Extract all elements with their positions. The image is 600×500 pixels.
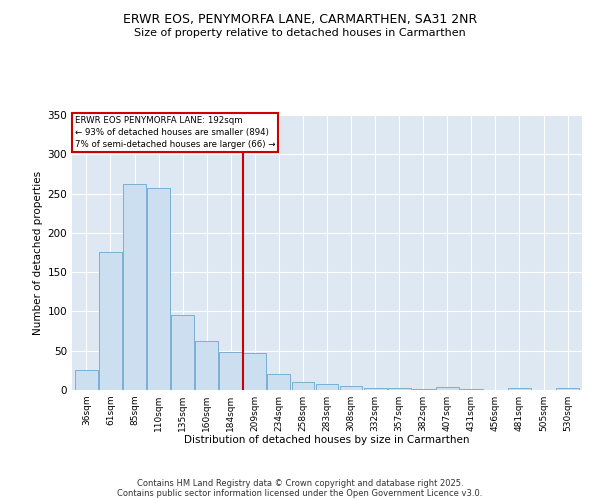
Bar	[171, 316, 194, 390]
Bar	[508, 388, 531, 390]
Bar	[244, 353, 266, 390]
Bar	[123, 184, 146, 390]
Bar	[268, 374, 290, 390]
Bar	[99, 252, 122, 390]
Text: Contains HM Land Registry data © Crown copyright and database right 2025.: Contains HM Land Registry data © Crown c…	[137, 478, 463, 488]
Text: Size of property relative to detached houses in Carmarthen: Size of property relative to detached ho…	[134, 28, 466, 38]
X-axis label: Distribution of detached houses by size in Carmarthen: Distribution of detached houses by size …	[184, 436, 470, 446]
Bar	[556, 388, 579, 390]
Bar	[412, 389, 434, 390]
Bar	[75, 370, 98, 390]
Bar	[364, 388, 386, 390]
Text: Contains public sector information licensed under the Open Government Licence v3: Contains public sector information licen…	[118, 488, 482, 498]
Bar	[292, 382, 314, 390]
Bar	[147, 188, 170, 390]
Text: ERWR EOS, PENYMORFA LANE, CARMARTHEN, SA31 2NR: ERWR EOS, PENYMORFA LANE, CARMARTHEN, SA…	[123, 12, 477, 26]
Y-axis label: Number of detached properties: Number of detached properties	[33, 170, 43, 334]
Bar	[340, 386, 362, 390]
Bar	[460, 389, 483, 390]
Bar	[316, 384, 338, 390]
Bar	[436, 387, 459, 390]
Bar	[388, 388, 410, 390]
Text: ERWR EOS PENYMORFA LANE: 192sqm
← 93% of detached houses are smaller (894)
7% of: ERWR EOS PENYMORFA LANE: 192sqm ← 93% of…	[74, 116, 275, 149]
Bar	[195, 340, 218, 390]
Bar	[220, 352, 242, 390]
